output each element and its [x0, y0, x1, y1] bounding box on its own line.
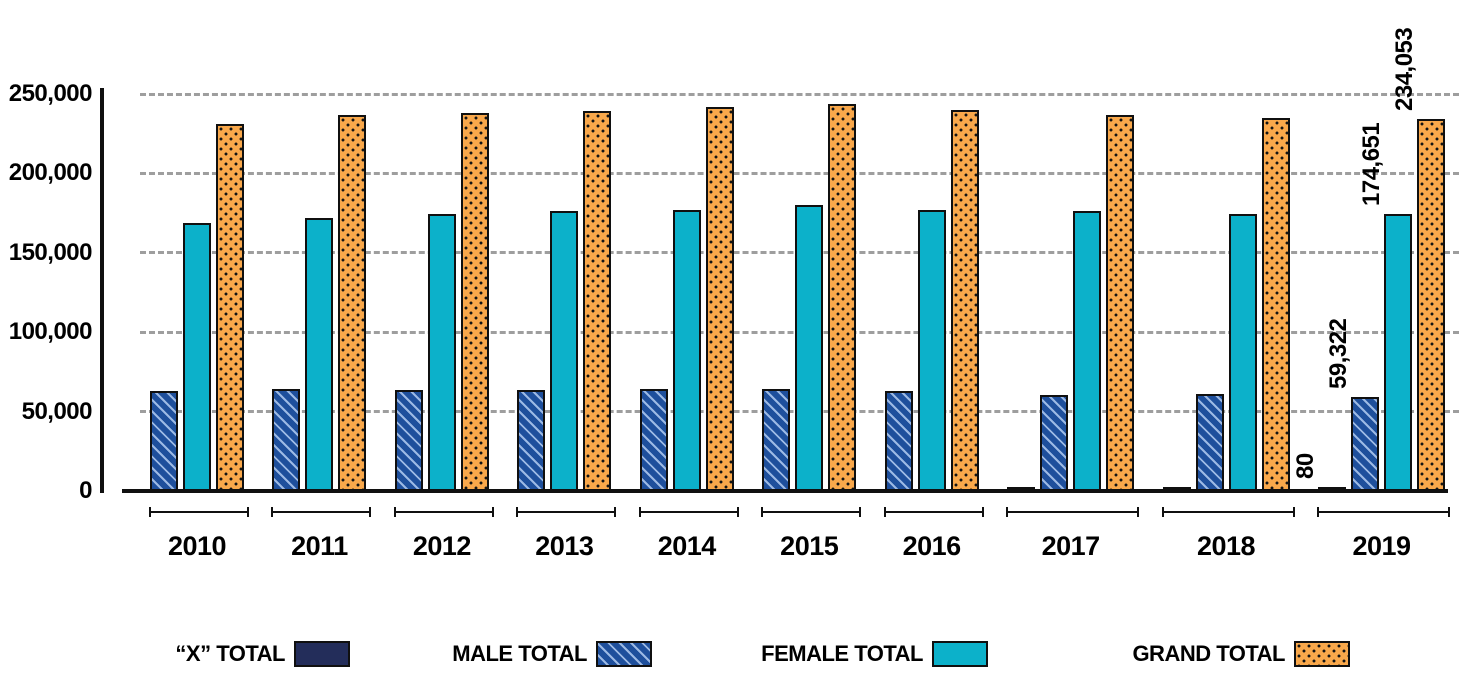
y-tick-label: 250,000 — [8, 80, 93, 107]
bar-male-2011 — [272, 388, 301, 491]
year-label-2018: 2018 — [1197, 531, 1256, 561]
y-axis-line — [100, 88, 104, 493]
bar-female-2010 — [183, 223, 211, 491]
bar-female-2011 — [305, 217, 334, 491]
x-axis-bracket — [1317, 507, 1450, 517]
year-label-2011: 2011 — [291, 531, 348, 561]
bar-female-2013 — [550, 211, 579, 491]
bar-grand-2018 — [1261, 117, 1290, 491]
x-axis-bracket-line — [763, 511, 860, 513]
x-axis-bracket — [516, 507, 617, 517]
bar-female-2012 — [427, 213, 456, 491]
gridline — [140, 92, 1459, 96]
legend-item-male: MALE TOTAL — [452, 639, 652, 669]
legend-label-female: FEMALE TOTAL — [761, 641, 923, 666]
year-label-2014: 2014 — [657, 531, 717, 561]
bar-male-2010 — [150, 391, 178, 491]
value-label-male: 59,322 — [1325, 318, 1352, 389]
gridline — [140, 171, 1459, 175]
x-axis-bracket — [271, 507, 372, 517]
y-tick-label: 200,000 — [8, 159, 93, 187]
legend-label-male: MALE TOTAL — [452, 641, 587, 666]
x-axis-bracket — [149, 507, 249, 517]
year-label-2012: 2012 — [412, 531, 472, 561]
value-label-grand: 234,053 — [1391, 28, 1418, 112]
bar-male-2012 — [394, 389, 423, 491]
x-axis-bracket-line — [885, 511, 982, 513]
bar-x-2017 — [1007, 487, 1036, 491]
bar-female-2017 — [1073, 211, 1102, 491]
legend-label-grand: GRAND TOTAL — [1132, 641, 1285, 666]
grand-dotted-swatch-icon — [1294, 641, 1350, 667]
bar-female-2019 — [1384, 213, 1412, 491]
bar-x-2018 — [1162, 487, 1191, 491]
year-label-2015: 2015 — [780, 531, 839, 561]
x-axis-bracket-line — [151, 511, 247, 513]
bar-male-2014 — [639, 388, 668, 491]
bar-grand-2010 — [216, 123, 244, 491]
x-axis-bracket-line — [640, 511, 737, 513]
x-axis-bracket — [638, 507, 739, 517]
x-axis-bracket-line — [395, 511, 492, 513]
x-axis-bracket — [1006, 507, 1140, 517]
bar-grand-2017 — [1106, 115, 1135, 491]
value-label-x: 80 — [1292, 453, 1319, 479]
bar-male-2013 — [517, 390, 546, 491]
female-solid-swatch-icon — [932, 641, 988, 667]
bar-female-2018 — [1228, 214, 1257, 491]
legend-item-x: “X” TOTAL — [175, 639, 350, 669]
bar-male-2017 — [1040, 395, 1069, 491]
x-axis-bracket — [883, 507, 984, 517]
x-axis-bracket-line — [1163, 511, 1293, 513]
year-label-2013: 2013 — [535, 531, 594, 561]
x-axis-bracket-line — [273, 511, 370, 513]
year-label-2010: 2010 — [167, 531, 227, 561]
bar-male-2015 — [762, 389, 791, 491]
year-label-2017: 2017 — [1041, 531, 1101, 561]
x-axis-baseline — [122, 489, 1448, 493]
year-label-2019: 2019 — [1352, 531, 1411, 561]
y-tick-label: 50,000 — [21, 397, 93, 425]
x-axis-bracket-line — [518, 511, 615, 513]
x-solid-swatch-icon — [294, 641, 350, 667]
y-tick-label: 150,000 — [8, 238, 93, 266]
legend-label-x: “X” TOTAL — [175, 641, 285, 666]
legend-item-grand: GRAND TOTAL — [1132, 639, 1350, 669]
y-tick-label: 0 — [79, 477, 92, 504]
x-axis-bracket-line — [1008, 511, 1138, 513]
male-diagonal-hatch-swatch-icon — [596, 641, 652, 667]
bar-grand-2011 — [338, 115, 367, 491]
bar-male-2016 — [884, 391, 913, 491]
x-axis-bracket — [761, 507, 862, 517]
bar-x-2019 — [1318, 487, 1346, 491]
bar-grand-2016 — [950, 109, 979, 491]
bar-male-2018 — [1195, 394, 1224, 491]
bar-female-2015 — [795, 205, 824, 491]
y-tick-label: 100,000 — [8, 318, 93, 346]
bar-grand-2012 — [460, 112, 489, 491]
x-axis-bracket — [393, 507, 494, 517]
x-axis-bracket-line — [1319, 511, 1448, 513]
bar-male-2019 — [1351, 396, 1379, 491]
bar-female-2016 — [917, 209, 946, 491]
bar-grand-2013 — [583, 110, 612, 491]
legend-item-female: FEMALE TOTAL — [761, 639, 988, 669]
bar-grand-2019 — [1417, 119, 1445, 491]
bar-female-2014 — [672, 209, 701, 491]
value-label-female: 174,651 — [1358, 122, 1385, 206]
year-label-2016: 2016 — [902, 531, 962, 561]
bar-grand-2014 — [705, 107, 734, 491]
bar-grand-2015 — [828, 103, 857, 491]
x-axis-bracket — [1161, 507, 1295, 517]
